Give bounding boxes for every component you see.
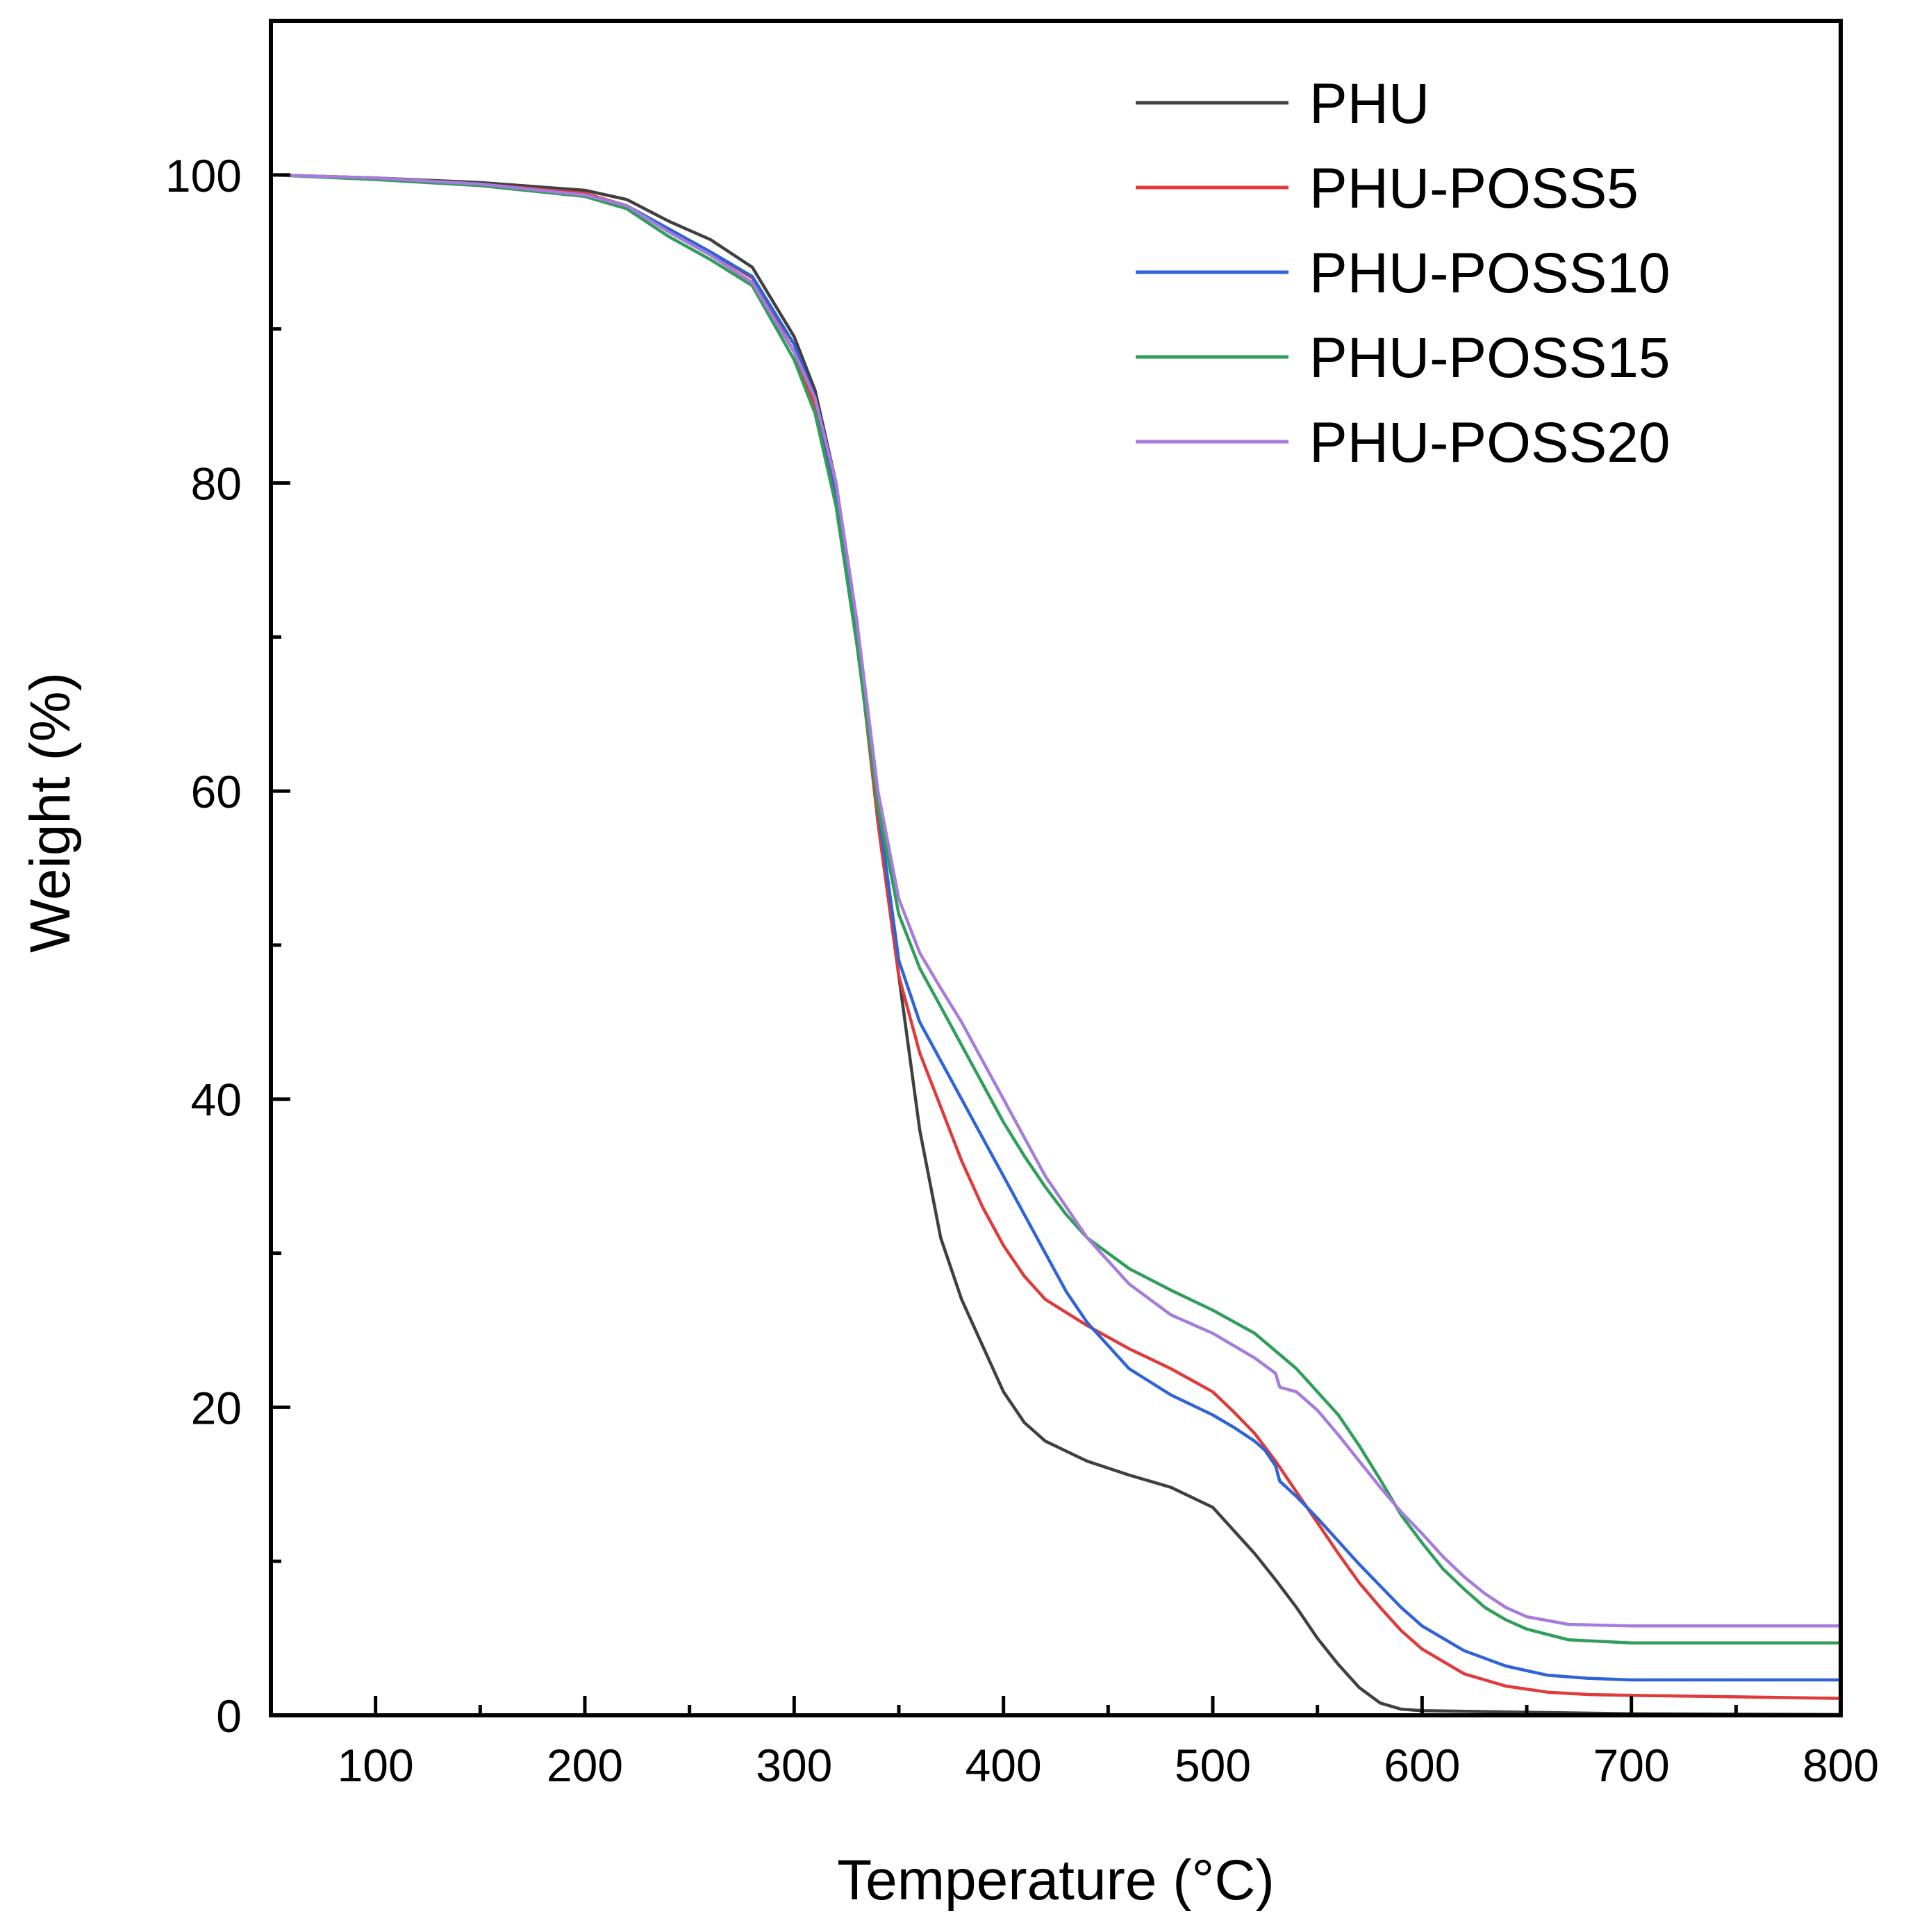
x-tick-label-2: 300 <box>756 1740 832 1791</box>
x-tick-label-5: 600 <box>1384 1740 1460 1791</box>
plot-frame <box>269 19 1843 1717</box>
legend-label-1: PHU-POSS5 <box>1309 157 1639 220</box>
y-tick-label-4: 80 <box>191 458 242 509</box>
series-line-3 <box>270 173 1841 1644</box>
y-tick-label-2: 40 <box>191 1074 242 1126</box>
legend-label-4: PHU-POSS20 <box>1309 411 1671 474</box>
series-line-2 <box>270 173 1841 1682</box>
legend-label-0: PHU <box>1309 72 1430 135</box>
x-tick-label-4: 500 <box>1175 1740 1251 1791</box>
legend-label-2: PHU-POSS10 <box>1309 242 1671 305</box>
legend: PHU PHU-POSS5 PHU-POSS10 PHU-POSS15 PHU-POSS… <box>1136 72 1671 474</box>
y-tick-label-1: 20 <box>191 1382 242 1433</box>
x-axis-title: Temperature (°C) <box>837 1849 1275 1912</box>
x-tick-label-0: 100 <box>338 1740 414 1791</box>
ticks-layer: 100 200 300 400 500 600 700 800 0 20 40 60 80 100 <box>165 150 1879 1791</box>
y-axis-title: Weight (%) <box>19 672 82 953</box>
x-tick-label-6: 700 <box>1593 1740 1670 1791</box>
legend-label-3: PHU-POSS15 <box>1309 326 1671 390</box>
plot-background <box>271 21 1841 1715</box>
y-tick-label-3: 60 <box>191 766 242 817</box>
series-line-0 <box>270 173 1841 1717</box>
series-layer <box>270 173 1841 1717</box>
x-tick-label-7: 800 <box>1803 1740 1879 1791</box>
y-tick-label-0: 0 <box>216 1690 242 1742</box>
x-tick-label-3: 400 <box>966 1740 1042 1791</box>
series-line-4 <box>270 173 1841 1628</box>
x-tick-label-1: 200 <box>547 1740 623 1791</box>
y-tick-label-5: 100 <box>165 150 242 201</box>
